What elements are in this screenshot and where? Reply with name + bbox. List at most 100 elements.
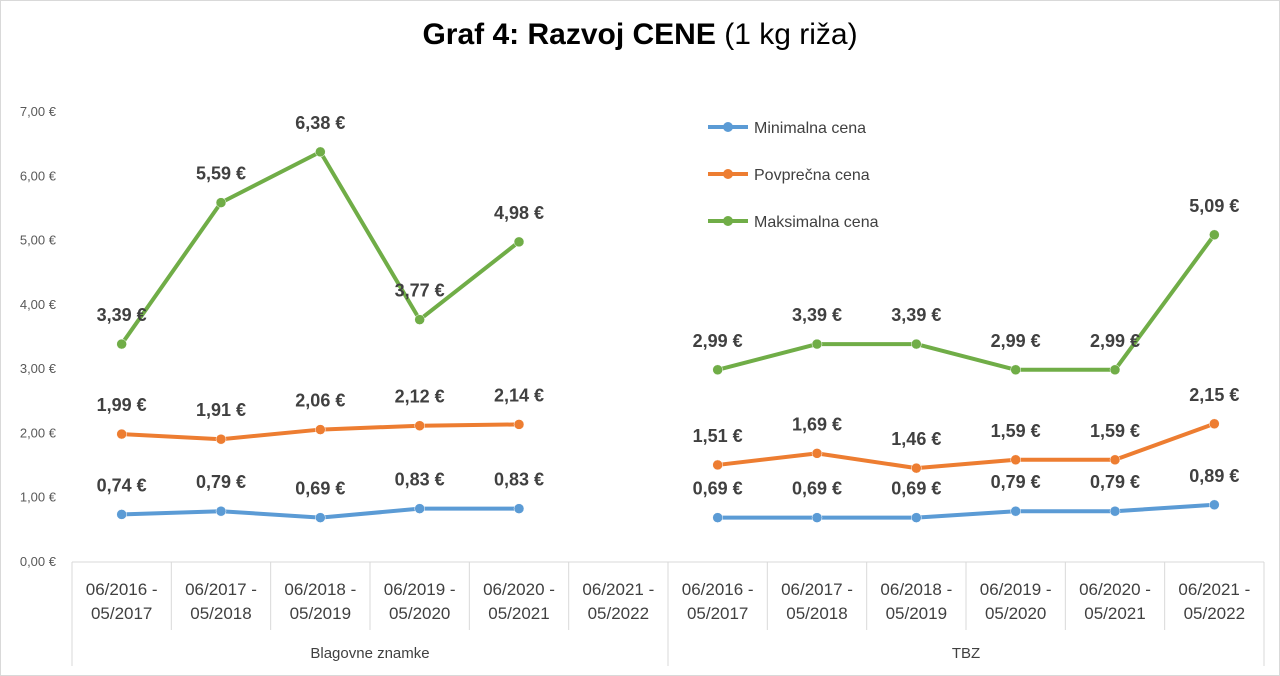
data-point [712,459,723,471]
data-point [116,428,127,440]
x-category-label: 06/2018 -05/2019 [880,580,952,623]
data-label: 3,39 € [891,305,941,325]
data-point [1209,418,1220,430]
y-tick-label: 2,00 € [20,425,57,440]
data-point [1209,499,1220,511]
data-point [1209,229,1220,241]
data-label: 0,83 € [494,470,544,490]
data-label: 0,69 € [891,479,941,499]
data-label: 0,79 € [991,472,1041,492]
data-point [811,338,823,350]
data-point [1010,505,1021,517]
data-point [1109,454,1121,466]
data-point [315,424,326,435]
y-tick-label: 4,00 € [20,297,57,312]
data-point [513,419,525,430]
chart-title-suffix: (1 kg riža) [724,18,858,51]
data-point [215,197,227,208]
data-point [315,146,326,158]
data-point [911,338,922,350]
legend-label: Maksimalna cena [754,214,879,231]
data-label: 0,74 € [97,475,147,495]
data-point [116,509,127,520]
data-point [712,512,723,523]
chart-title-bold: Graf 4: Razvoj CENE [422,18,716,51]
data-point [513,503,525,514]
legend-marker [723,216,733,226]
x-category-label: 06/2017 -05/2018 [781,580,853,623]
data-point [811,448,823,459]
data-label: 0,69 € [295,479,345,499]
data-label: 1,69 € [792,414,842,434]
data-label: 2,06 € [295,391,345,411]
data-point [1010,364,1021,376]
data-label: 0,83 € [395,470,445,490]
data-label: 2,99 € [693,331,743,351]
data-label: 0,89 € [1189,466,1239,486]
data-point [414,503,425,514]
legend-label: Minimalna cena [754,120,866,137]
data-label: 5,59 € [196,164,246,184]
series-line [717,502,1215,520]
data-label: 1,46 € [891,429,941,449]
data-label: 3,39 € [792,305,842,325]
data-label: 0,69 € [693,479,743,499]
x-category-label: 06/2020 -05/2021 [1079,580,1151,623]
data-label: 0,79 € [1090,472,1140,492]
group-label: Blagovne znamke [310,645,429,662]
data-label: 0,79 € [196,472,246,492]
data-point [215,505,227,517]
legend-marker [723,169,733,179]
data-point [513,236,525,248]
y-tick-label: 5,00 € [20,233,57,248]
data-label: 1,59 € [1090,421,1140,441]
x-category-label: 06/2021 -05/2022 [582,580,654,623]
data-label: 0,69 € [792,479,842,499]
data-point [414,420,425,431]
data-point [911,462,922,474]
data-point [1109,505,1121,517]
data-point [911,512,922,523]
x-category-label: 06/2019 -05/2020 [384,580,456,623]
data-label: 2,15 € [1189,385,1239,405]
data-label: 1,91 € [196,400,246,420]
series-line [717,233,1216,372]
x-category-label: 06/2017 -05/2018 [185,580,257,623]
group-label: TBZ [952,645,980,662]
data-label: 6,38 € [295,113,345,133]
data-label: 2,14 € [494,385,544,405]
data-label: 5,09 € [1189,196,1239,216]
data-label: 2,99 € [1090,331,1140,351]
y-tick-label: 6,00 € [20,168,57,183]
x-category-label: 06/2018 -05/2019 [284,580,356,623]
legend-label: Povprečna cena [754,167,870,184]
x-category-label: 06/2019 -05/2020 [980,580,1052,623]
y-tick-label: 3,00 € [20,361,57,376]
data-label: 1,51 € [693,426,743,446]
x-category-label: 06/2016 -05/2017 [682,580,754,623]
data-label: 2,12 € [395,387,445,407]
data-label: 2,99 € [991,331,1041,351]
x-category-label: 06/2021 -05/2022 [1178,580,1250,623]
data-label: 4,98 € [494,203,544,223]
data-point [315,512,326,523]
chart-title: Graf 4: Razvoj CENE (1 kg riža) [0,18,1280,52]
legend-marker [723,122,733,132]
y-tick-label: 0,00 € [20,554,57,569]
data-point [414,314,425,325]
data-point [811,512,823,523]
y-tick-label: 1,00 € [20,490,57,505]
data-point [116,338,127,350]
data-label: 3,77 € [395,281,445,301]
data-label: 1,59 € [991,421,1041,441]
data-point [1010,454,1021,466]
data-point [712,364,723,376]
data-point [215,433,227,445]
series-line [120,149,521,346]
x-category-label: 06/2020 -05/2021 [483,580,555,623]
series-line [717,421,1216,471]
data-label: 1,99 € [97,395,147,415]
x-category-label: 06/2016 -05/2017 [86,580,158,623]
